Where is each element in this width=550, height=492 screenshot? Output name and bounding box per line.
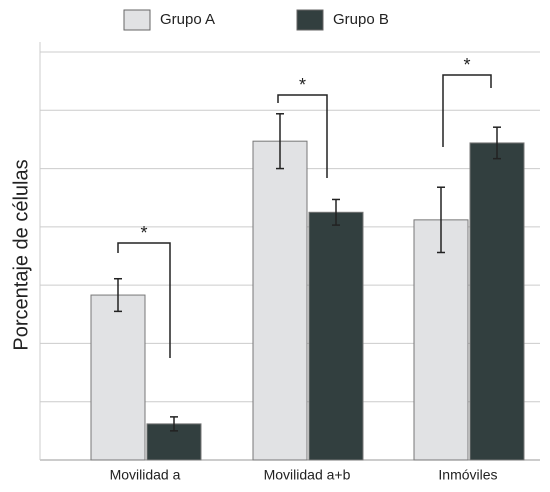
legend-swatch	[296, 9, 324, 31]
bar	[252, 140, 308, 461]
bar	[469, 142, 525, 461]
x-tick-label: Inmóviles	[438, 467, 497, 483]
x-tick-label: Movilidad a+b	[264, 467, 351, 483]
legend-swatch	[123, 9, 151, 31]
y-axis-label: Porcentaje de células	[10, 159, 32, 350]
bar	[90, 294, 146, 461]
x-tick-label: Movilidad a	[110, 467, 181, 483]
significance-star: *	[140, 223, 147, 243]
significance-star: *	[463, 55, 470, 75]
significance-bracket	[442, 74, 492, 147]
bar	[413, 219, 469, 461]
legend-label: Grupo B	[333, 11, 389, 28]
significance-bracket	[117, 242, 171, 358]
significance-bracket	[277, 94, 328, 178]
bar	[308, 211, 364, 461]
significance-star: *	[299, 75, 306, 95]
legend-label: Grupo A	[160, 11, 215, 28]
